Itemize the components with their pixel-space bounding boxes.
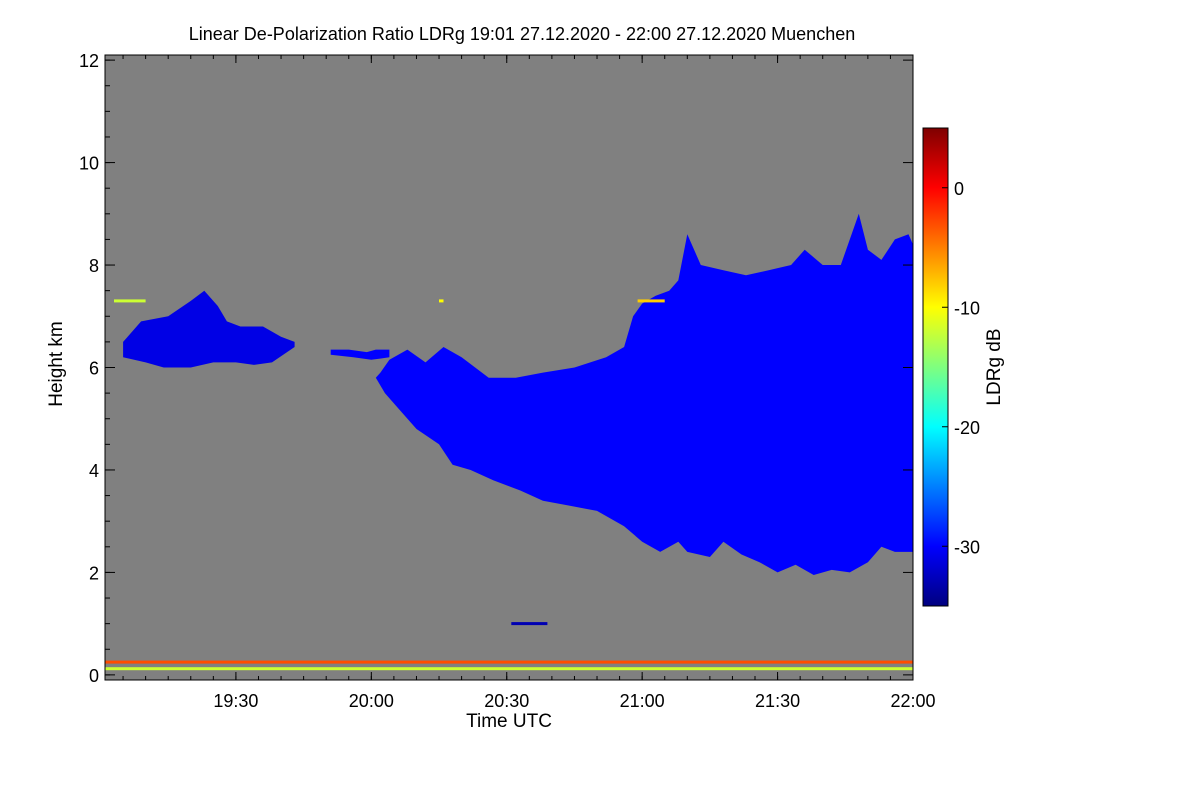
ground-clutter — [105, 667, 913, 671]
x-tick-label: 21:30 — [755, 691, 800, 711]
x-tick-label: 19:30 — [213, 691, 258, 711]
y-axis-label: Height km — [46, 321, 67, 407]
x-tick-label: 20:00 — [349, 691, 394, 711]
main-cloud — [375, 213, 913, 576]
y-tick-label: 2 — [89, 563, 99, 583]
early-ice-cloud — [123, 290, 295, 368]
x-axis: 19:30 20:00 20:30 21:00 21:30 22:00 — [122, 55, 936, 711]
feature-bands — [105, 299, 913, 671]
x-tick-label: 20:30 — [484, 691, 529, 711]
y-tick-label: 6 — [89, 359, 99, 379]
y-tick-label: 4 — [89, 461, 99, 481]
x-tick-label: 22:00 — [890, 691, 935, 711]
colorbar-tick-label: -30 — [954, 537, 980, 557]
cloud-layers — [123, 213, 913, 576]
high-cloud-speckle-1 — [114, 299, 146, 303]
surface-layer — [105, 660, 913, 664]
low-level-band — [511, 622, 548, 626]
y-axis: 0 2 4 6 8 10 12 — [79, 51, 913, 686]
colorbar — [922, 127, 949, 607]
colorbar-axis: 0 -10 -20 -30 — [942, 179, 980, 557]
high-cloud-speckle-3 — [637, 299, 665, 303]
y-tick-label: 0 — [89, 666, 99, 686]
chart-title: Linear De-Polarization Ratio LDRg 19:01 … — [189, 24, 855, 44]
y-tick-label: 12 — [79, 51, 99, 71]
x-axis-label: Time UTC — [466, 711, 552, 732]
x-tick-label: 21:00 — [620, 691, 665, 711]
colorbar-label: LDRg dB — [984, 328, 1005, 405]
high-cloud-speckle-2 — [439, 299, 444, 303]
y-tick-label: 8 — [89, 256, 99, 276]
colorbar-tick-label: -20 — [954, 418, 980, 438]
colorbar-tick-label: 0 — [954, 179, 964, 199]
small-cloud-fragment — [330, 349, 390, 360]
y-tick-label: 10 — [79, 154, 99, 174]
colorbar-tick-label: -10 — [954, 298, 980, 318]
